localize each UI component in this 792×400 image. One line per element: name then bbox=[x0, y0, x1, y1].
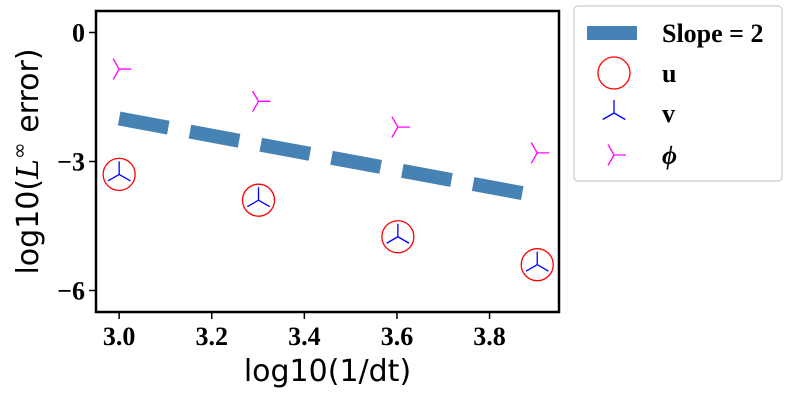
legend-label: u bbox=[662, 59, 676, 88]
plot-area bbox=[94, 9, 561, 314]
plot-frame bbox=[94, 9, 561, 314]
series-1 bbox=[102, 157, 554, 282]
y-axis-label: log10(L∞ error) bbox=[7, 48, 46, 274]
y-tick-label: 0 bbox=[72, 19, 85, 48]
y-axis-label-math: L bbox=[11, 159, 46, 180]
data-point-v bbox=[246, 187, 271, 208]
series-layer bbox=[102, 58, 554, 282]
legend-swatch-u bbox=[597, 56, 631, 90]
x-tick-label: 3.2 bbox=[196, 322, 229, 351]
series-0 bbox=[117, 111, 539, 203]
data-point-u bbox=[241, 183, 276, 217]
data-point-phi bbox=[530, 142, 550, 164]
y-axis-label-suffix: error) bbox=[11, 48, 46, 142]
legend-swatch-phi bbox=[607, 144, 626, 166]
slope-line bbox=[117, 111, 539, 203]
data-point-u bbox=[381, 220, 415, 254]
y-axis: 0 −3 −6 bbox=[57, 19, 96, 306]
data-point-phi bbox=[391, 116, 410, 138]
data-point-u bbox=[520, 248, 554, 282]
x-tick-label: 3.8 bbox=[473, 322, 506, 351]
legend-label: Slope = 2 bbox=[662, 19, 764, 48]
data-point-v bbox=[525, 251, 549, 272]
y-tick-label: −6 bbox=[57, 277, 85, 306]
y-axis-label-sup: ∞ bbox=[7, 142, 31, 159]
x-tick-label: 3.4 bbox=[288, 322, 321, 351]
data-point-v bbox=[107, 161, 131, 182]
legend-swatch-v bbox=[602, 100, 626, 121]
legend-label: ϕ bbox=[662, 141, 677, 170]
series-3 bbox=[112, 58, 550, 164]
data-point-v bbox=[386, 223, 410, 244]
x-tick-label: 3.0 bbox=[103, 322, 136, 351]
legend: Slope = 2 uvϕ bbox=[573, 5, 783, 182]
x-tick-label: 3.6 bbox=[381, 322, 414, 351]
data-point-phi bbox=[112, 58, 132, 80]
x-axis: 3.0 3.2 3.4 3.6 3.8 bbox=[103, 312, 506, 351]
data-point-phi bbox=[251, 90, 271, 113]
series-2 bbox=[107, 161, 549, 272]
legend-frame bbox=[573, 5, 783, 182]
x-axis-label: log10(1/dt) bbox=[244, 354, 411, 389]
y-axis-label-prefix: log10( bbox=[11, 179, 46, 275]
data-point-u bbox=[102, 157, 136, 192]
y-tick-label: −3 bbox=[57, 148, 85, 177]
legend-label: v bbox=[662, 99, 675, 128]
